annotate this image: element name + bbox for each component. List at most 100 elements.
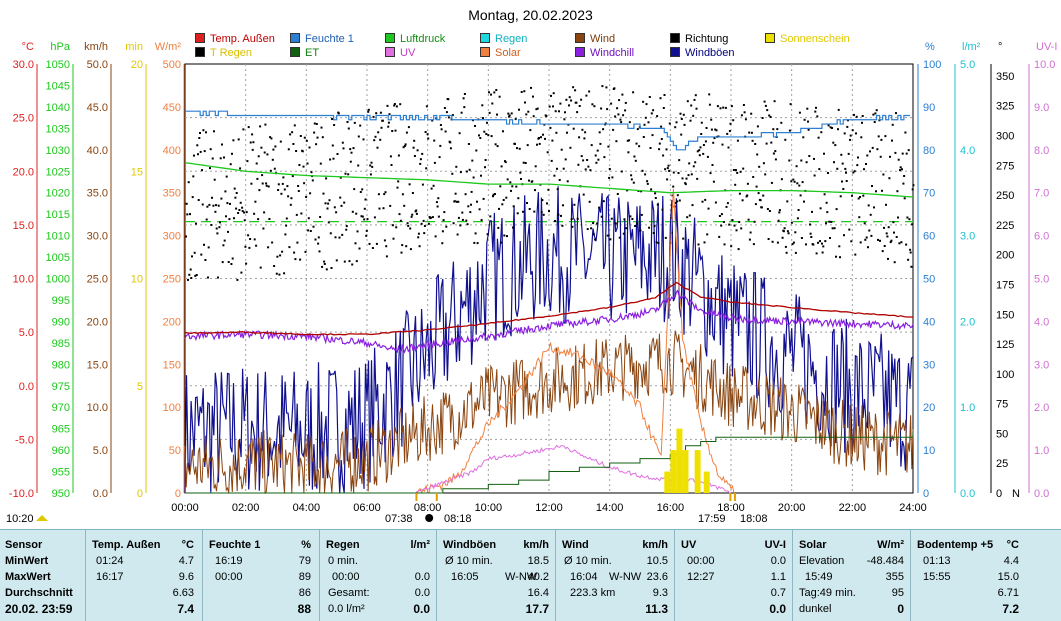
series-richtung-dot [379,138,382,141]
series-richtung-dot [508,115,510,118]
series-richtung-dot [893,231,895,234]
series-richtung-dot [225,215,227,218]
series-richtung-dot [582,193,585,196]
series-richtung-dot [289,133,292,136]
series-richtung-dot [192,175,195,178]
series-richtung-dot [695,107,698,110]
axis-tick-label: 20.0 [13,166,34,178]
series-richtung-dot [698,154,701,157]
series-richtung-dot [427,137,430,140]
cell: 0.0 l/m² [328,603,365,615]
series-richtung-dot [485,133,488,135]
series-richtung-dot [193,251,196,254]
series-richtung-dot [266,153,269,156]
series-richtung-dot [587,165,590,168]
series-richtung-dot [259,266,262,269]
series-richtung-dot [806,107,809,110]
series-richtung-dot [646,182,649,185]
series-richtung-dot [738,221,741,223]
series-richtung-dot [264,123,267,126]
series-richtung-dot [368,242,371,245]
sunset-time: 17:59 [698,513,726,525]
axis-tick-label: 1.0 [960,402,975,414]
cell: dunkel [799,603,832,615]
series-richtung-dot [351,210,354,213]
series-richtung-dot [845,180,848,182]
series-richtung-dot [247,234,250,237]
series-richtung-dot [484,159,487,161]
series-richtung-dot [470,190,473,193]
series-richtung-dot [284,233,287,236]
cell: Elevation [799,555,845,567]
series-luftdruck-line [184,162,914,198]
series-richtung-dot [307,217,310,220]
legend-swatch-icon [575,33,585,43]
series-richtung-dot [256,177,259,180]
x-tick-label: 08:00 [414,502,442,514]
legend-item: Sonnenschein [765,32,850,46]
series-richtung-dot [708,93,711,96]
series-richtung-dot [520,91,523,93]
cell: 01:24 [96,555,124,567]
series-richtung-dot [609,238,612,241]
series-richtung-dot [409,227,412,230]
series-richtung-dot [838,245,841,248]
series-richtung-dot [819,240,821,243]
series-richtung-dot [360,215,363,218]
series-richtung-dot [370,161,373,164]
series-richtung-dot [299,135,302,137]
series-richtung-dot [309,230,312,232]
axis-tick-label: 4.0 [960,145,975,157]
series-richtung-dot [658,148,661,151]
series-richtung-dot [420,222,423,225]
series-richtung-dot [419,162,422,165]
series-richtung-dot [403,204,406,207]
x-tick-label: 14:00 [596,502,624,514]
series-richtung-dot [792,241,795,244]
series-richtung-dot [702,144,705,146]
series-richtung-dot [233,187,236,190]
series-richtung-dot [687,174,690,177]
series-richtung-dot [449,147,452,150]
series-richtung-dot [903,197,906,200]
series-richtung-dot [570,99,573,102]
series-richtung-dot [279,254,282,257]
sun-icon [36,515,48,521]
series-richtung-dot [486,233,489,236]
series-richtung-dot [275,272,278,275]
series-windboeen-line [184,186,914,494]
series-richtung-dot [881,189,883,192]
series-richtung-dot [193,154,195,157]
series-richtung-dot [802,136,805,139]
series-richtung-dot [736,139,739,142]
series-richtung-dot [440,128,443,131]
series-richtung-dot [598,206,601,209]
series-richtung-dot [821,251,824,254]
series-richtung-dot [433,139,436,142]
cell: 0.0 [414,571,430,583]
series-richtung-dot [471,159,474,162]
series-richtung-dot [723,243,726,246]
series-richtung-dot [516,212,519,215]
series-richtung-dot [365,234,368,237]
series-richtung-dot [325,177,328,180]
series-richtung-dot [843,234,845,237]
series-richtung-dot [207,246,210,249]
series-richtung-dot [877,238,879,241]
legend-item: Wind [575,32,615,46]
series-richtung-dot [399,103,402,106]
series-richtung-dot [751,139,754,142]
series-richtung-dot [833,227,836,230]
series-richtung-dot [808,155,811,157]
series-richtung-dot [488,111,491,114]
series-richtung-dot [588,200,591,203]
series-richtung-dot [419,158,422,161]
series-richtung-dot [636,128,639,131]
cell: Ø 10 min. [564,555,612,567]
series-richtung-dot [418,245,421,248]
series-richtung-dot [225,175,228,178]
series-richtung-dot [551,139,554,142]
series-richtung-dot [648,96,651,98]
axis-tick-label: 960 [52,445,70,457]
series-richtung-dot [213,178,216,181]
